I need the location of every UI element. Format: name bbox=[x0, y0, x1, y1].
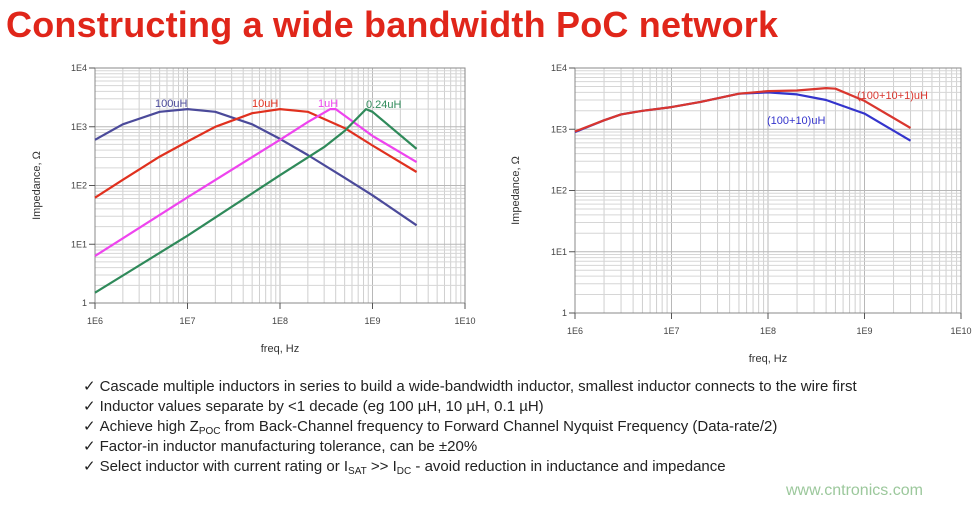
series-label: 0.24uH bbox=[366, 99, 402, 111]
checkmark-icon: ✓ bbox=[83, 378, 96, 395]
x-tick-label: 1E8 bbox=[272, 316, 288, 326]
y-tick-label: 1E1 bbox=[71, 239, 87, 249]
y-tick-label: 1E2 bbox=[551, 186, 567, 196]
bullet-item: ✓ Inductor values separate by <1 decade (… bbox=[83, 397, 857, 417]
y-axis-label: Impedance, Ω bbox=[31, 151, 43, 220]
bullet-text: Achieve high Z bbox=[99, 418, 199, 435]
bullet-item: ✓ Achieve high ZPOC from Back-Channel fre… bbox=[83, 417, 857, 437]
checkmark-icon: ✓ bbox=[83, 458, 96, 475]
subscript: DC bbox=[396, 466, 412, 477]
x-tick-label: 1E6 bbox=[567, 326, 583, 336]
chart-1: 1E6 1E7 1E8 1E9 1E10 1 1E1 1E2 1E3 1E4 freq, Hz Imp… bbox=[31, 63, 476, 355]
y-tick-label: 1E3 bbox=[551, 124, 567, 134]
y-tick-label: 1E4 bbox=[551, 63, 567, 73]
series-label: (100+10)uH bbox=[767, 115, 825, 127]
y-tick-label: 1E2 bbox=[71, 181, 87, 191]
watermark: www.cntronics.com bbox=[786, 482, 923, 499]
series-line bbox=[94, 107, 418, 257]
checkmark-icon: ✓ bbox=[83, 398, 96, 415]
subscript: POC bbox=[198, 426, 221, 437]
series-label: 10uH bbox=[252, 98, 278, 110]
checkmark-icon: ✓ bbox=[83, 418, 96, 435]
series-line bbox=[94, 107, 418, 294]
chart-2: 1E6 1E7 1E8 1E9 1E10 1 1E1 1E2 1E3 1E4 freq, Hz Imp… bbox=[510, 63, 972, 365]
y-tick-label: 1E4 bbox=[71, 63, 87, 73]
series-label: 100uH bbox=[155, 98, 187, 110]
y-tick-label: 1 bbox=[82, 298, 87, 308]
y-tick-label: 1E3 bbox=[71, 122, 87, 132]
bullet-text: Select inductor with current rating or I bbox=[99, 458, 349, 475]
bullet-text: from Back-Channel frequency to Forward C… bbox=[220, 418, 778, 435]
y-tick-label: 1E1 bbox=[551, 247, 567, 257]
grid bbox=[574, 68, 961, 314]
grid bbox=[94, 68, 465, 304]
bullet-text: Inductor values separate by <1 decade (e… bbox=[99, 398, 544, 415]
series-label: (100+10+1)uH bbox=[857, 90, 928, 102]
checkmark-icon: ✓ bbox=[83, 438, 96, 455]
x-tick-label: 1E8 bbox=[760, 326, 776, 336]
x-tick-label: 1E9 bbox=[856, 326, 872, 336]
x-tick-label: 1E10 bbox=[454, 316, 475, 326]
slide-title: Constructing a wide bandwidth PoC networ… bbox=[6, 4, 779, 45]
y-axis-label: Impedance, Ω bbox=[510, 156, 522, 225]
series-label: 1uH bbox=[318, 98, 338, 110]
x-axis-label: freq, Hz bbox=[261, 343, 300, 355]
bullet-text: Factor-in inductor manufacturing toleran… bbox=[99, 438, 478, 455]
series-line bbox=[574, 86, 912, 133]
bullet-list: ✓ Cascade multiple inductors in series to… bbox=[83, 377, 857, 477]
x-tick-label: 1E6 bbox=[87, 316, 103, 326]
series-line bbox=[94, 107, 418, 227]
x-axis-label: freq, Hz bbox=[749, 353, 788, 365]
x-tick-label: 1E9 bbox=[364, 316, 380, 326]
bullet-item: ✓ Factor-in inductor manufacturing tolera… bbox=[83, 437, 857, 457]
bullet-text: >> I bbox=[366, 458, 397, 475]
bullet-item: ✓ Select inductor with current rating or … bbox=[83, 457, 857, 477]
x-tick-label: 1E7 bbox=[179, 316, 195, 326]
bullet-text: Cascade multiple inductors in series to … bbox=[99, 378, 857, 395]
bullet-item: ✓ Cascade multiple inductors in series to… bbox=[83, 377, 857, 397]
y-tick-label: 1 bbox=[562, 308, 567, 318]
series-line bbox=[94, 107, 418, 199]
subscript: SAT bbox=[348, 466, 367, 477]
bullet-text: - avoid reduction in inductance and impe… bbox=[411, 458, 726, 475]
x-tick-label: 1E10 bbox=[950, 326, 971, 336]
x-tick-label: 1E7 bbox=[663, 326, 679, 336]
